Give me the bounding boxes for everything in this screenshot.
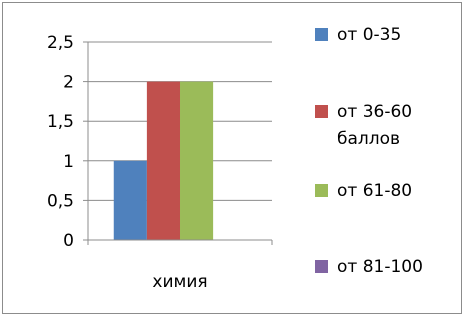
legend-label: от 36-60 баллов bbox=[337, 102, 412, 149]
legend-label: от 61-80 bbox=[337, 181, 412, 201]
legend-label: от 0-35 bbox=[337, 25, 401, 45]
labels: 0 0,5 1 1,5 2 2,5 химия bbox=[47, 33, 208, 292]
legend: от 0-35 от 36-60 баллов от 61-80 от 81-100 bbox=[315, 25, 423, 277]
y-tick-label: 2,5 bbox=[47, 33, 74, 53]
legend-label-line: от 61-80 bbox=[337, 181, 412, 201]
legend-label: от 81-100 bbox=[337, 257, 423, 277]
legend-label-line: от 0-35 bbox=[337, 25, 401, 45]
y-tick-label: 0,5 bbox=[47, 191, 74, 211]
legend-swatch bbox=[315, 260, 328, 273]
bars bbox=[113, 81, 214, 240]
legend-label-line: баллов bbox=[337, 129, 400, 149]
axes bbox=[83, 41, 273, 245]
bar-1 bbox=[113, 160, 147, 240]
y-tick-label: 0 bbox=[63, 231, 74, 251]
category-label: химия bbox=[152, 272, 207, 292]
legend-swatch bbox=[315, 28, 328, 41]
legend-label-line: от 36-60 bbox=[337, 102, 412, 122]
chart-frame bbox=[2, 2, 462, 314]
bar-2 bbox=[146, 81, 180, 240]
bar-3 bbox=[180, 81, 214, 240]
legend-label-line: от 81-100 bbox=[337, 257, 423, 277]
y-tick-label: 1,5 bbox=[47, 112, 74, 132]
y-tick-label: 1 bbox=[63, 152, 74, 172]
y-tick-label: 2 bbox=[63, 73, 74, 93]
legend-swatch bbox=[315, 105, 328, 118]
legend-swatch bbox=[315, 184, 328, 197]
